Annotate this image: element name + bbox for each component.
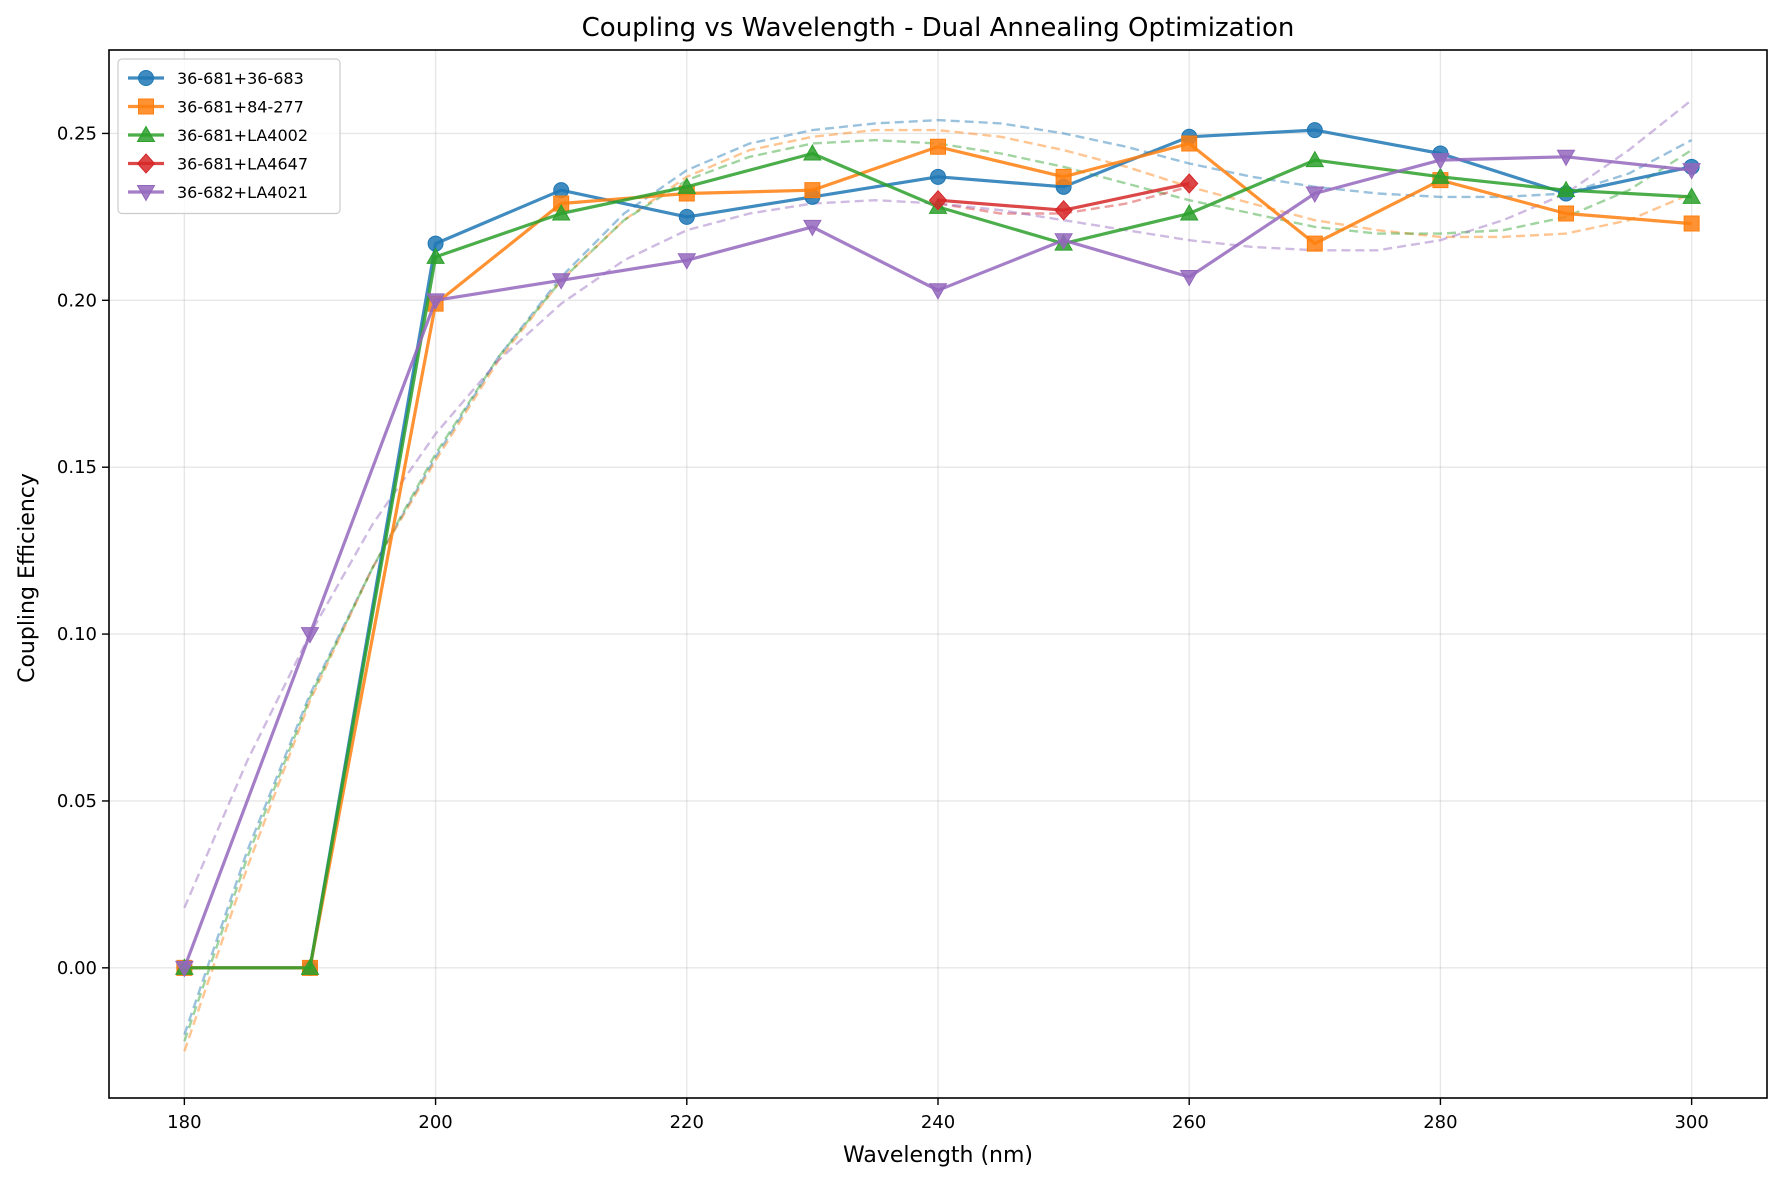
- legend-label: 36-681+36-683: [177, 69, 304, 88]
- data-point: [804, 182, 821, 199]
- data-point: [426, 293, 445, 310]
- y-tick-label: 0.15: [57, 457, 97, 478]
- data-point: [803, 143, 822, 161]
- legend-item: 36-681+LA4647: [128, 153, 308, 174]
- data-point: [677, 177, 697, 194]
- fit-curve-4: [183, 99, 1693, 909]
- fit-curve-0: [183, 118, 1693, 1035]
- legend: 36-681+36-683 36-681+84-277 36-681+LA4002 3…: [117, 58, 341, 215]
- data-point: [1180, 173, 1199, 194]
- legend-label: 36-682+LA4021: [177, 183, 308, 202]
- legend-item: 36-681+84-277: [128, 98, 304, 117]
- x-tick-label: 280: [1423, 1112, 1457, 1133]
- x-tick-label: 220: [670, 1112, 704, 1133]
- data-point: [1431, 167, 1450, 184]
- y-tick-label: 0.10: [57, 624, 97, 645]
- legend-item: 36-681+LA4002: [128, 125, 308, 145]
- data-point: [426, 247, 445, 264]
- data-point: [1305, 186, 1325, 204]
- legend-label: 36-681+LA4002: [177, 126, 308, 145]
- y-tick-label: 0.20: [57, 290, 97, 311]
- legend-box: [117, 58, 341, 215]
- data-point: [1055, 168, 1072, 185]
- data-point: [1682, 187, 1701, 204]
- legend-marker: [136, 153, 156, 174]
- series-4: [175, 149, 1701, 978]
- x-axis-label: Wavelength (nm): [843, 1143, 1033, 1168]
- data-point: [928, 189, 948, 211]
- series-layer: [175, 122, 1701, 978]
- data-point: [551, 273, 571, 290]
- legend-item: 36-681+36-683: [128, 69, 304, 88]
- data-point: [1556, 149, 1576, 167]
- data-point: [300, 958, 320, 975]
- data-point: [803, 219, 822, 237]
- series-3: [928, 173, 1199, 221]
- x-tick-label: 180: [167, 1112, 201, 1133]
- fit-curve-2: [183, 138, 1693, 1042]
- legend-marker: [138, 98, 154, 115]
- data-point: [553, 182, 570, 199]
- data-point: [677, 253, 697, 270]
- data-point: [1306, 122, 1323, 139]
- legend-marker: [136, 185, 156, 202]
- legend-label: 36-681+LA4647: [177, 155, 308, 174]
- data-point: [678, 208, 695, 225]
- data-point: [1305, 150, 1325, 168]
- y-tick-label: 0.25: [57, 123, 97, 144]
- data-point: [175, 960, 194, 978]
- data-point: [1431, 153, 1450, 170]
- data-point: [928, 283, 948, 300]
- y-tick-label: 0.05: [57, 791, 97, 812]
- legend-item: 36-682+LA4021: [128, 183, 308, 202]
- data-point: [1179, 269, 1199, 287]
- tick-layer: 180 200 220 240 260 280 300 0.00 0.05 0.10 0.15 0.2…: [57, 123, 1709, 1133]
- x-tick-label: 240: [921, 1112, 955, 1133]
- x-tick-label: 300: [1674, 1112, 1708, 1133]
- data-point: [300, 627, 320, 644]
- y-axis-label: Coupling Efficiency: [15, 473, 40, 683]
- fit-curve-1: [183, 128, 1693, 1052]
- data-point: [1181, 135, 1198, 152]
- legend-label: 36-681+84-277: [177, 98, 304, 117]
- data-point: [1054, 233, 1073, 250]
- data-point: [930, 138, 946, 155]
- data-point: [1306, 235, 1323, 252]
- data-point: [1683, 215, 1700, 232]
- chart-title: Coupling vs Wavelength - Dual Annealing …: [582, 13, 1295, 43]
- data-point: [1556, 180, 1576, 198]
- legend-marker: [136, 125, 156, 142]
- data-point: [930, 168, 946, 185]
- data-point: [551, 204, 571, 221]
- data-point: [1558, 205, 1575, 222]
- x-tick-label: 200: [418, 1112, 452, 1133]
- legend-marker: [138, 70, 154, 86]
- y-tick-label: 0.00: [57, 958, 97, 979]
- data-point: [1682, 163, 1701, 180]
- data-point: [1179, 204, 1199, 221]
- x-tick-label: 260: [1172, 1112, 1206, 1133]
- data-point: [1054, 199, 1073, 221]
